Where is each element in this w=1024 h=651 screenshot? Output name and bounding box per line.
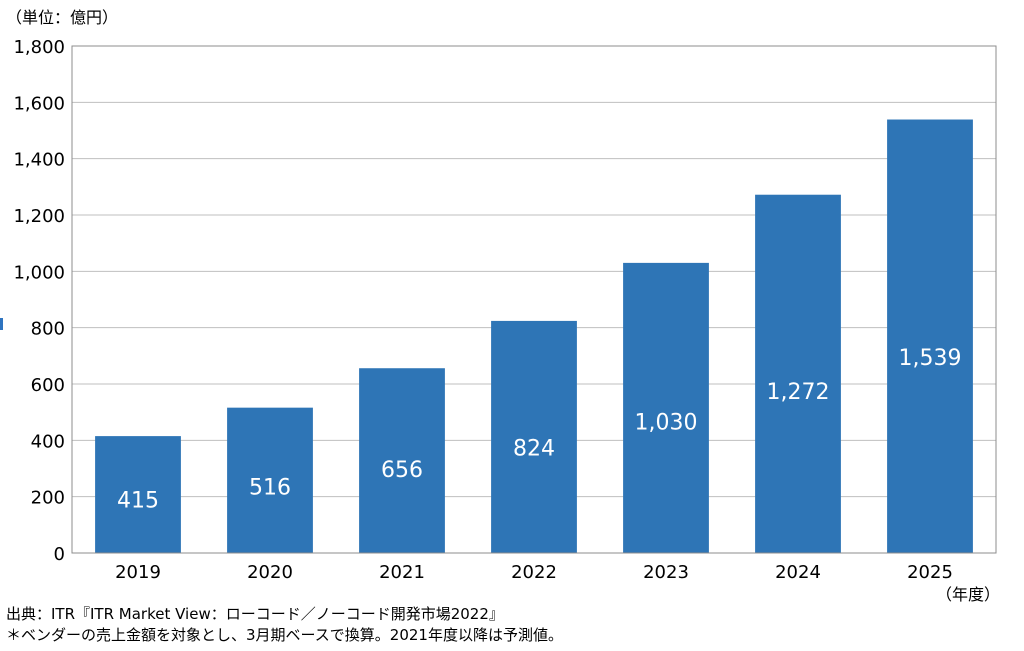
x-axis-unit-label: （年度）	[936, 585, 1001, 604]
bar	[755, 194, 841, 553]
bar	[359, 368, 445, 553]
footnote: ＊ベンダーの売上金額を対象とし、3月期ベースで換算。2021年度以降は予測値。	[6, 626, 563, 644]
x-tick-label: 2022	[511, 562, 557, 583]
y-tick-label: 1,400	[13, 150, 65, 171]
y-tick-label: 1,800	[13, 37, 65, 58]
bar-value-label: 824	[513, 437, 555, 462]
source-citation: 出典：ITR『ITR Market View：ローコード／ノーコード開発市場20…	[6, 605, 504, 623]
x-tick-label: 2020	[247, 562, 293, 583]
bar-value-label: 656	[381, 458, 423, 483]
x-tick-label: 2024	[775, 562, 821, 583]
bar-value-label: 516	[249, 476, 291, 501]
x-tick-label: 2023	[643, 562, 689, 583]
x-tick-label: 2019	[115, 562, 161, 583]
bar-value-label: 415	[117, 488, 159, 513]
bar	[887, 119, 973, 553]
x-tick-label: 2025	[907, 562, 953, 583]
y-tick-label: 0	[54, 544, 65, 565]
bar	[227, 407, 313, 553]
bar	[623, 262, 709, 553]
y-tick-label: 1,000	[13, 262, 65, 283]
x-tick-label: 2021	[379, 562, 425, 583]
y-tick-label: 400	[31, 431, 65, 452]
y-tick-label: 1,200	[13, 206, 65, 227]
bar	[491, 320, 577, 553]
bar-chart: 0 200 400 600 800 1,000 1,200 1,400 1,600 1,800 41…	[13, 37, 997, 583]
y-tick-label: 600	[31, 375, 65, 396]
bar-value-label: 1,272	[767, 380, 830, 405]
bar-value-label: 1,030	[635, 410, 698, 435]
y-axis-unit-label: （単位：億円）	[6, 8, 119, 27]
bar	[95, 436, 181, 553]
y-tick-label: 200	[31, 488, 65, 509]
y-tick-label: 800	[31, 319, 65, 340]
left-edge-marker	[0, 318, 3, 330]
y-tick-label: 1,600	[13, 93, 65, 114]
bar-value-label: 1,539	[899, 346, 962, 371]
